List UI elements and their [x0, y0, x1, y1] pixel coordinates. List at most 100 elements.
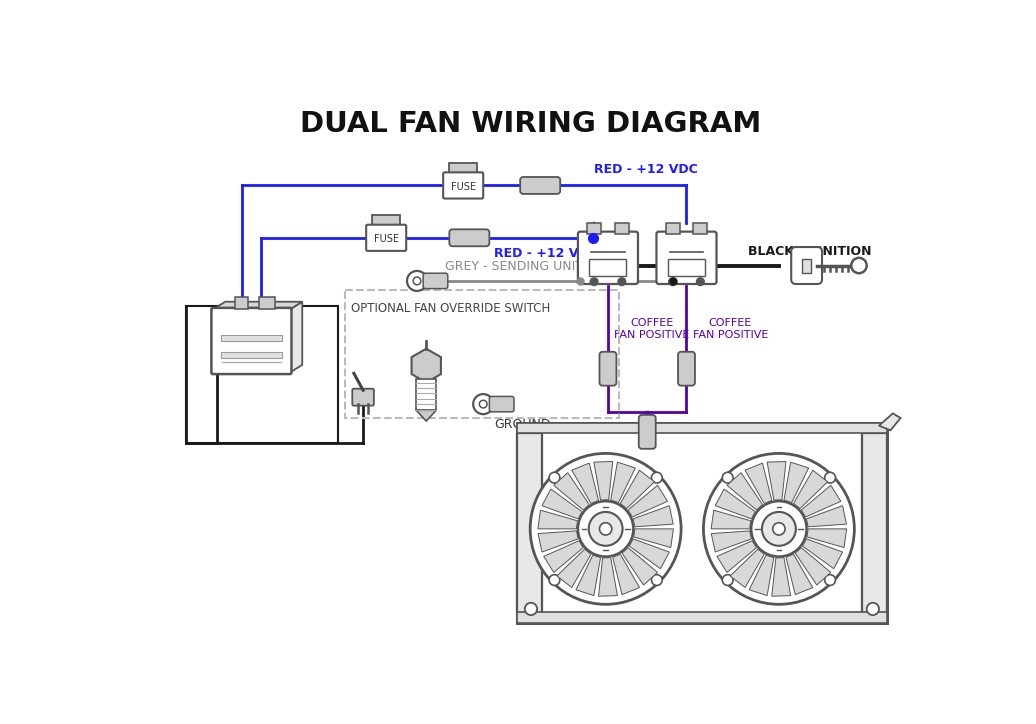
Circle shape [652, 472, 662, 483]
Polygon shape [807, 529, 846, 547]
FancyBboxPatch shape [520, 177, 560, 194]
Circle shape [473, 394, 493, 414]
Bar [186, 306, 339, 442]
Polygon shape [806, 505, 846, 527]
Bar [234, 297, 249, 309]
Text: COFFEE
FAN POSITIVE: COFFEE FAN POSITIVE [614, 318, 690, 340]
Text: BLACK - IGNITION: BLACK - IGNITION [748, 245, 871, 258]
FancyBboxPatch shape [578, 232, 638, 284]
Polygon shape [730, 550, 765, 588]
FancyBboxPatch shape [657, 232, 717, 284]
Bar [862, 433, 887, 613]
Circle shape [600, 523, 612, 535]
Polygon shape [544, 541, 583, 573]
Bar [259, 297, 275, 309]
Polygon shape [542, 489, 582, 519]
Polygon shape [784, 462, 808, 502]
Circle shape [407, 271, 427, 291]
Polygon shape [557, 550, 591, 588]
Polygon shape [712, 531, 751, 552]
Bar [517, 433, 542, 613]
Polygon shape [633, 505, 673, 527]
Bar [517, 423, 887, 434]
Polygon shape [794, 470, 828, 508]
FancyBboxPatch shape [678, 352, 695, 386]
Bar [666, 223, 680, 234]
Polygon shape [538, 510, 577, 529]
Polygon shape [622, 547, 658, 585]
Polygon shape [416, 411, 436, 421]
Bar [345, 290, 618, 418]
Polygon shape [621, 470, 655, 508]
Polygon shape [711, 510, 751, 529]
Circle shape [549, 575, 559, 586]
Text: COFFEE
FAN POSITIVE: COFFEE FAN POSITIVE [693, 318, 768, 340]
Circle shape [525, 603, 537, 615]
Text: DUAL FAN WIRING DIAGRAM: DUAL FAN WIRING DIAGRAM [300, 110, 761, 138]
Circle shape [549, 472, 559, 483]
Polygon shape [553, 473, 589, 510]
Circle shape [825, 472, 835, 483]
Circle shape [751, 501, 807, 557]
Polygon shape [717, 541, 756, 573]
Polygon shape [786, 554, 813, 594]
Polygon shape [538, 531, 578, 552]
FancyBboxPatch shape [423, 273, 448, 289]
FancyBboxPatch shape [443, 172, 483, 198]
Polygon shape [572, 463, 599, 503]
Circle shape [722, 472, 733, 483]
Circle shape [703, 453, 855, 605]
Circle shape [669, 278, 677, 285]
Bar [589, 259, 627, 277]
Circle shape [617, 278, 626, 285]
Circle shape [722, 575, 733, 586]
Text: GREY - SENDING UNIT: GREY - SENDING UNIT [444, 260, 582, 273]
Circle shape [825, 575, 835, 586]
Polygon shape [727, 473, 762, 510]
Circle shape [530, 453, 681, 605]
Text: FUSE: FUSE [374, 235, 399, 244]
Text: OPTIONAL FAN OVERRIDE SWITCH: OPTIONAL FAN OVERRIDE SWITCH [351, 303, 550, 316]
FancyBboxPatch shape [366, 224, 406, 251]
Circle shape [696, 278, 704, 285]
Polygon shape [801, 485, 841, 517]
Circle shape [852, 258, 867, 273]
Circle shape [588, 512, 623, 546]
Circle shape [591, 278, 598, 285]
Polygon shape [796, 547, 831, 585]
Polygon shape [715, 489, 755, 519]
Polygon shape [213, 302, 303, 309]
Polygon shape [628, 485, 667, 517]
Polygon shape [749, 555, 774, 596]
Polygon shape [879, 413, 900, 430]
Polygon shape [772, 557, 790, 597]
Polygon shape [767, 461, 786, 500]
FancyBboxPatch shape [639, 415, 656, 449]
Polygon shape [803, 539, 842, 568]
Polygon shape [576, 555, 601, 596]
Circle shape [413, 277, 421, 285]
FancyBboxPatch shape [352, 389, 374, 405]
Polygon shape [290, 302, 303, 373]
FancyBboxPatch shape [450, 230, 489, 246]
Text: RED - +12 VDC: RED - +12 VDC [494, 247, 598, 260]
Polygon shape [599, 557, 617, 597]
FancyBboxPatch shape [211, 308, 291, 374]
Polygon shape [629, 539, 669, 568]
Text: FUSE: FUSE [451, 182, 476, 192]
Circle shape [652, 575, 662, 586]
Circle shape [480, 400, 487, 408]
FancyBboxPatch shape [792, 247, 822, 284]
Bar [802, 259, 811, 273]
Bar [517, 423, 887, 623]
Circle shape [761, 512, 796, 546]
Polygon shape [745, 463, 772, 503]
Bar [416, 379, 436, 411]
Text: RED - +12 VDC: RED - +12 VDC [594, 163, 698, 176]
Bar [450, 163, 477, 174]
Bar [693, 223, 708, 234]
Bar [615, 223, 629, 234]
FancyBboxPatch shape [489, 397, 514, 412]
Polygon shape [634, 529, 673, 547]
Bar [221, 334, 282, 341]
